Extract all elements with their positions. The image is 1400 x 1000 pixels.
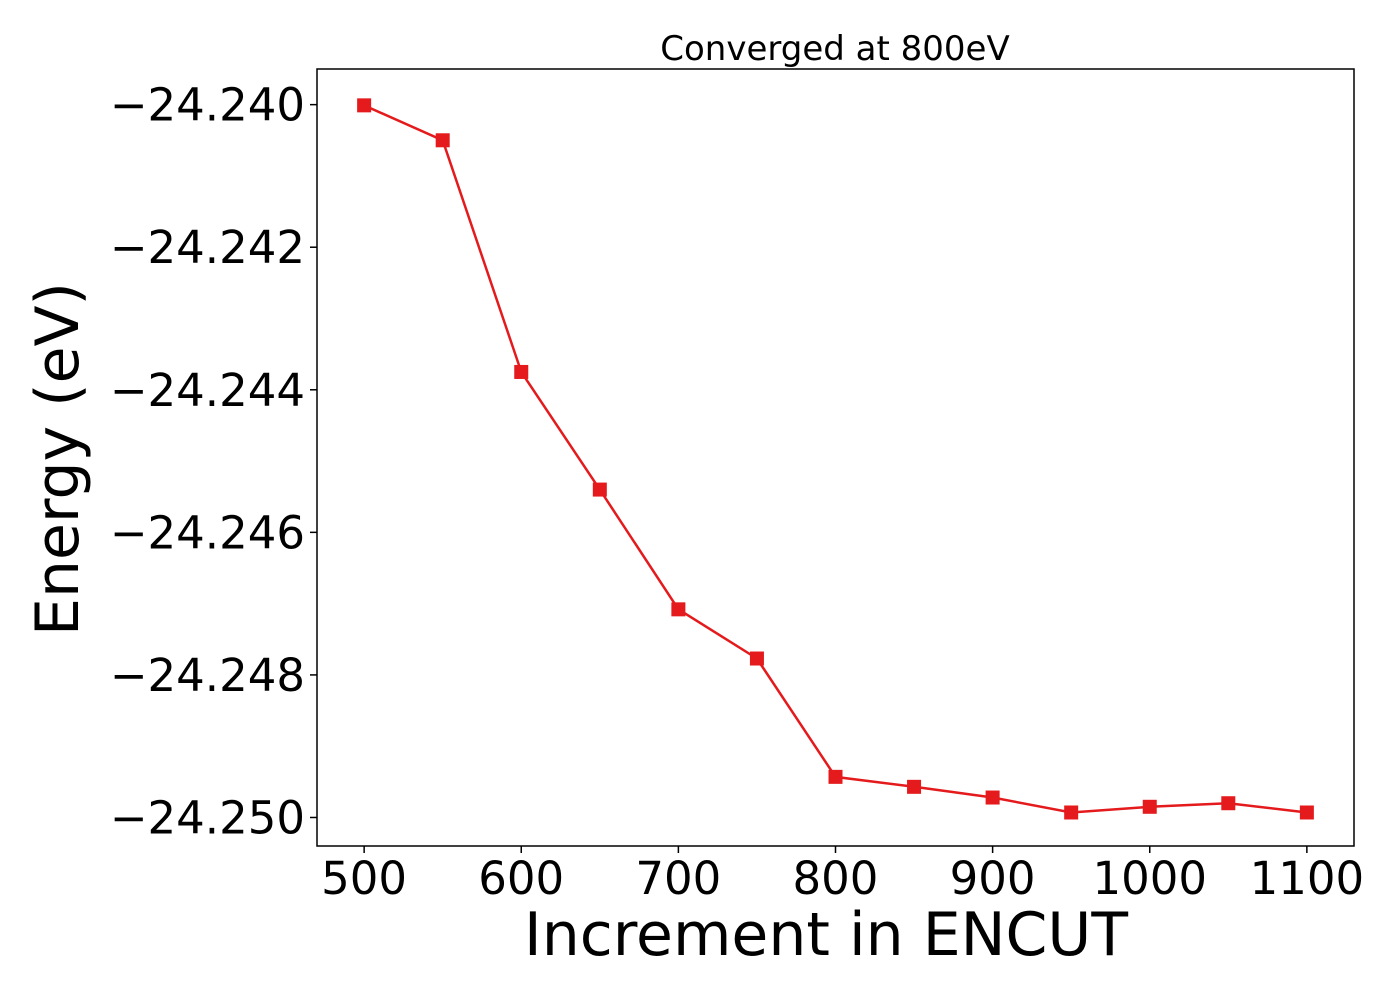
series-line xyxy=(363,104,1308,814)
y-tick-label: −24.246 xyxy=(110,506,305,559)
y-tick-label: −24.250 xyxy=(110,791,305,844)
data-point-marker xyxy=(828,769,843,784)
data-point-marker xyxy=(435,133,450,148)
data-point-marker xyxy=(1142,799,1157,814)
data-point-marker xyxy=(671,602,686,617)
data-point-marker xyxy=(749,651,764,666)
x-tick-label: 900 xyxy=(950,852,1036,905)
data-point-marker xyxy=(907,779,922,794)
plot-frame xyxy=(316,68,1355,847)
x-tick-label: 500 xyxy=(321,852,407,905)
x-tick-label: 800 xyxy=(793,852,879,905)
y-tick-label: −24.240 xyxy=(110,79,305,132)
data-point-marker xyxy=(357,98,372,113)
data-point-marker xyxy=(1064,805,1079,820)
axis-ticks: 500 600 700 800 900 1000 1100 −24.240 −24.242 −24… xyxy=(110,79,1364,905)
data-series xyxy=(357,98,1314,820)
data-point-marker xyxy=(592,482,607,497)
x-tick-label: 600 xyxy=(478,852,564,905)
x-tick-label: 700 xyxy=(635,852,721,905)
y-tick-label: −24.244 xyxy=(110,364,305,417)
data-point-marker xyxy=(985,790,1000,805)
data-point-marker xyxy=(514,364,529,379)
data-point-marker xyxy=(1299,805,1314,820)
y-tick-label: −24.248 xyxy=(110,649,305,702)
data-point-marker xyxy=(1221,796,1236,811)
x-tick-label: 1100 xyxy=(1250,852,1365,905)
y-axis-label: Energy (eV) xyxy=(23,282,93,636)
x-tick-label: 1000 xyxy=(1092,852,1207,905)
y-tick-label: −24.242 xyxy=(110,221,305,274)
chart-title: Converged at 800eV xyxy=(660,29,1009,69)
x-axis-label: Increment in ENCUT xyxy=(524,900,1128,970)
